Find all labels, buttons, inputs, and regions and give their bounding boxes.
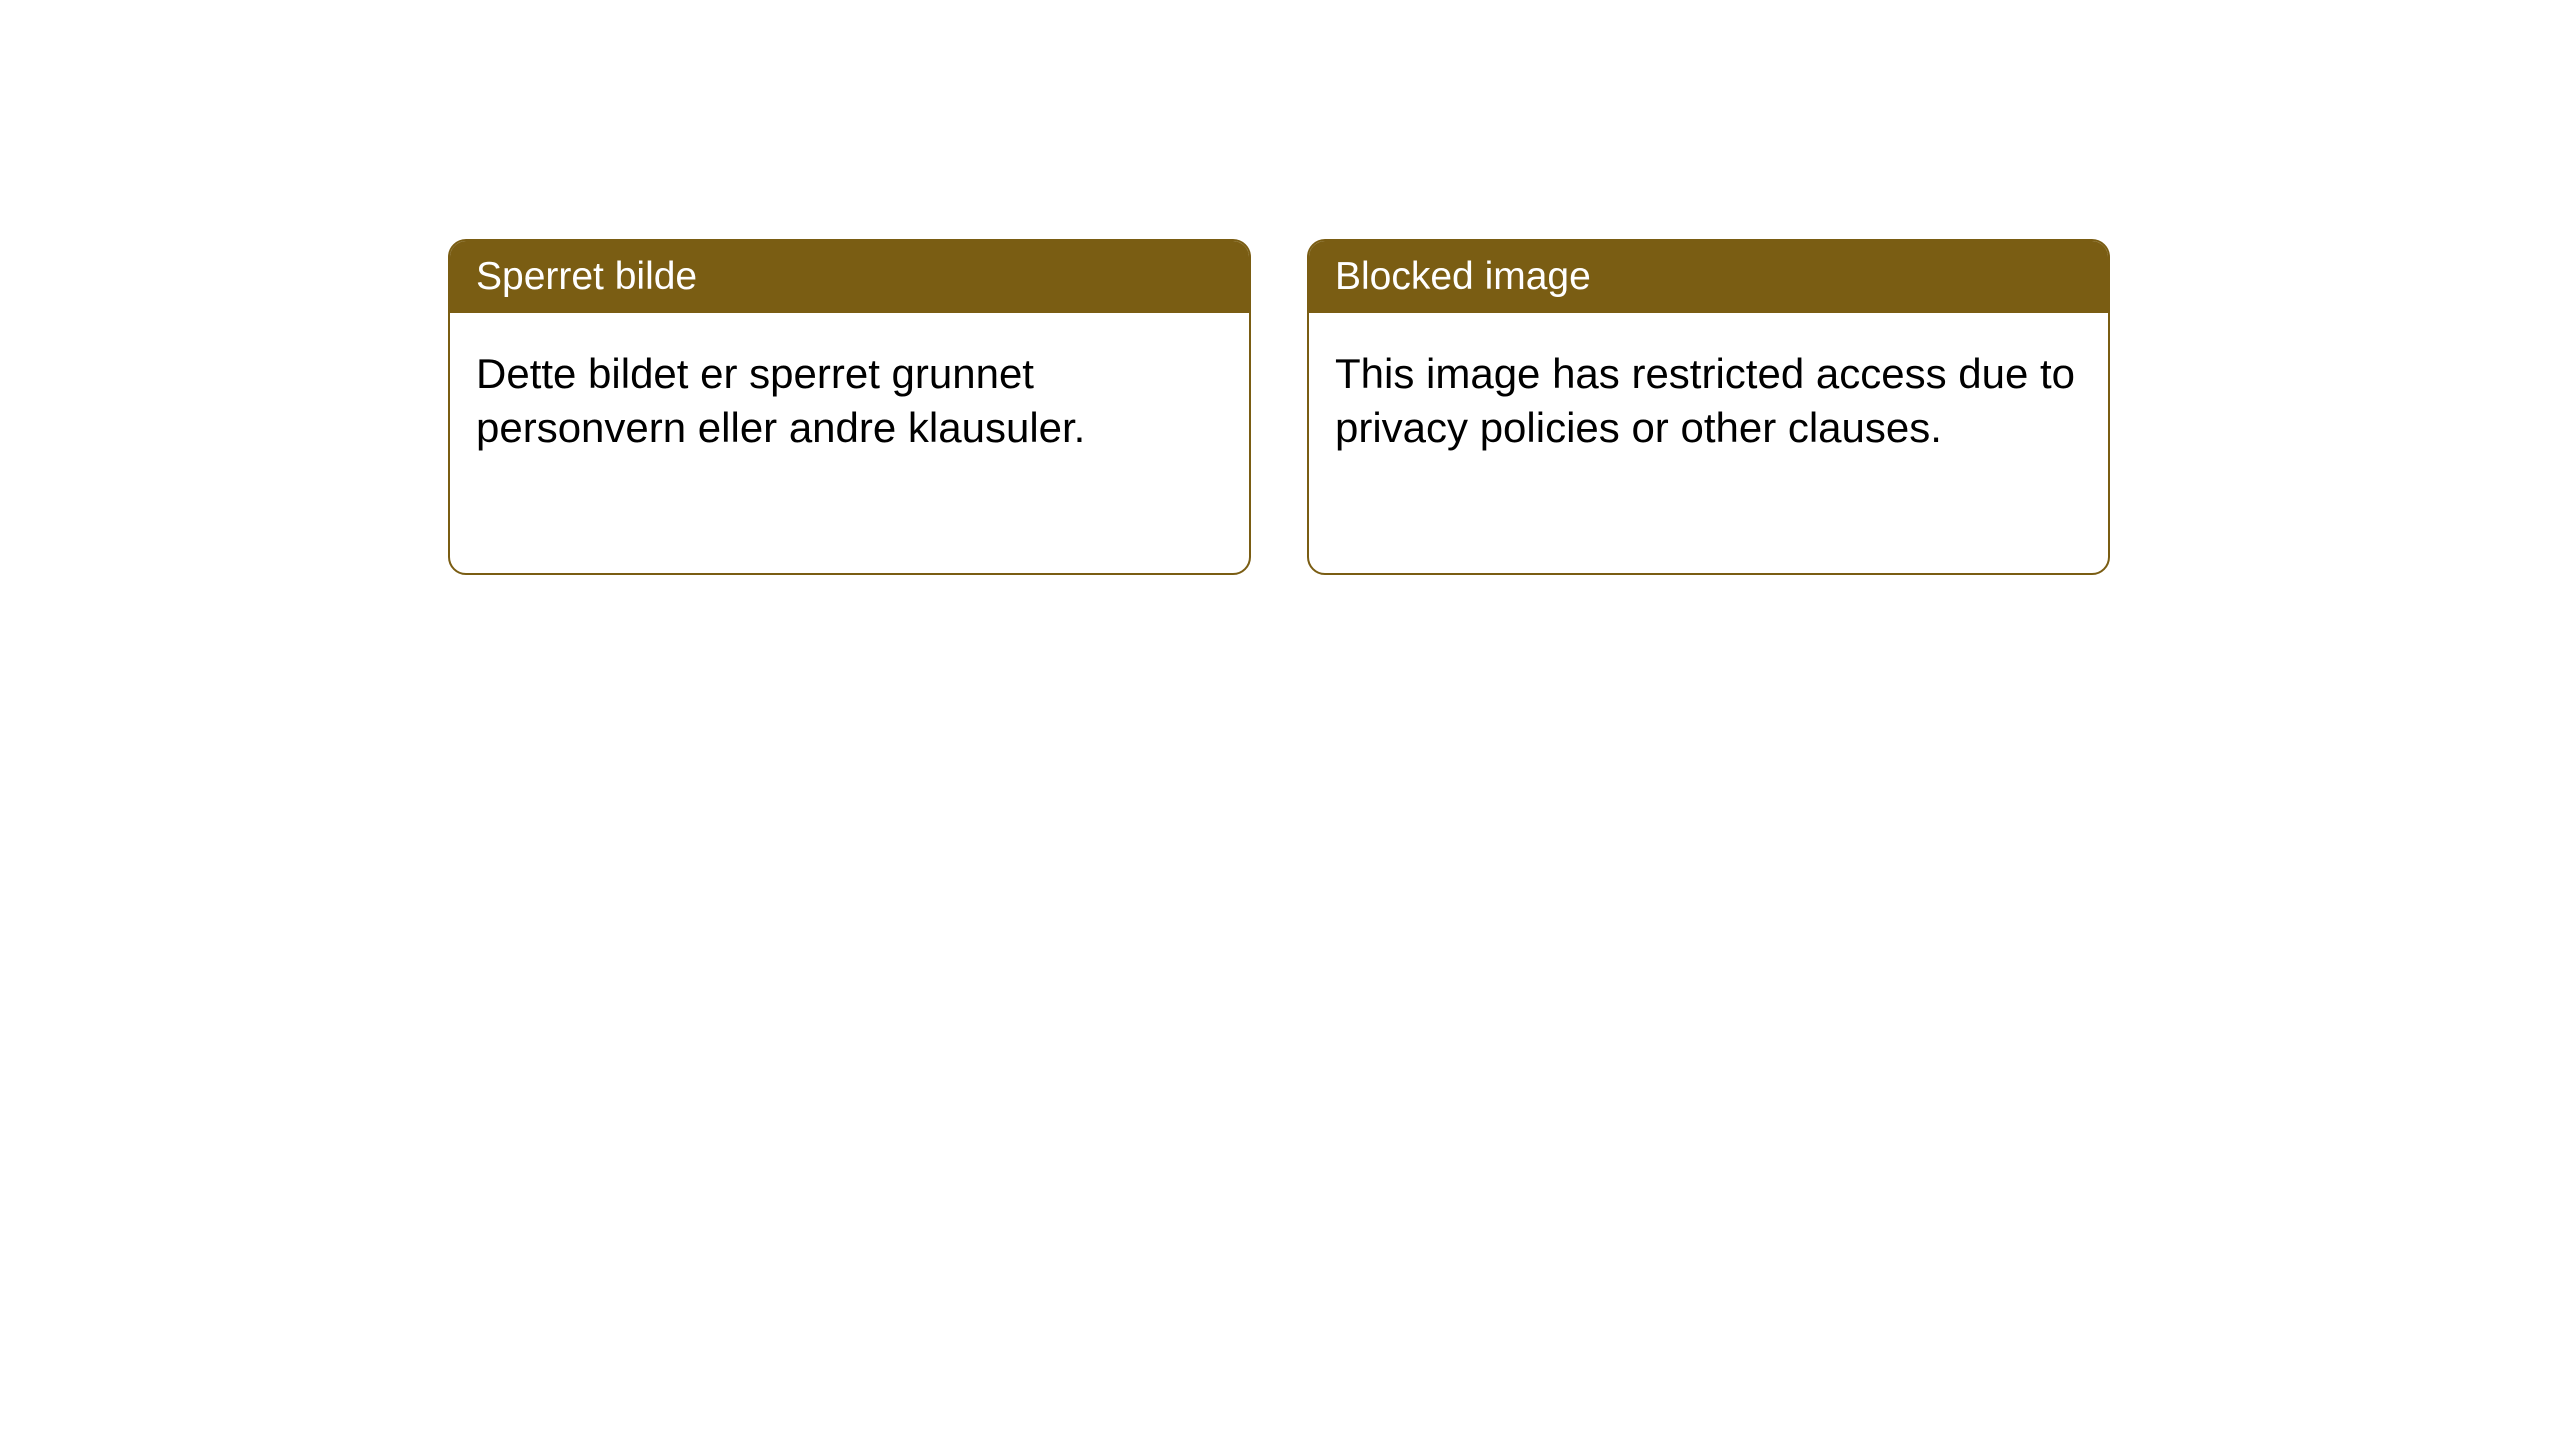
card-body: This image has restricted access due to …	[1309, 313, 2108, 489]
card-title: Sperret bilde	[476, 255, 697, 298]
card-body-text: This image has restricted access due to …	[1335, 350, 2075, 451]
blocked-image-card-en: Blocked image This image has restricted …	[1307, 239, 2110, 575]
card-body-text: Dette bildet er sperret grunnet personve…	[476, 350, 1085, 451]
card-header: Sperret bilde	[450, 241, 1249, 313]
cards-container: Sperret bilde Dette bildet er sperret gr…	[448, 239, 2110, 575]
blocked-image-card-no: Sperret bilde Dette bildet er sperret gr…	[448, 239, 1251, 575]
card-header: Blocked image	[1309, 241, 2108, 313]
card-body: Dette bildet er sperret grunnet personve…	[450, 313, 1249, 489]
card-title: Blocked image	[1335, 255, 1591, 298]
